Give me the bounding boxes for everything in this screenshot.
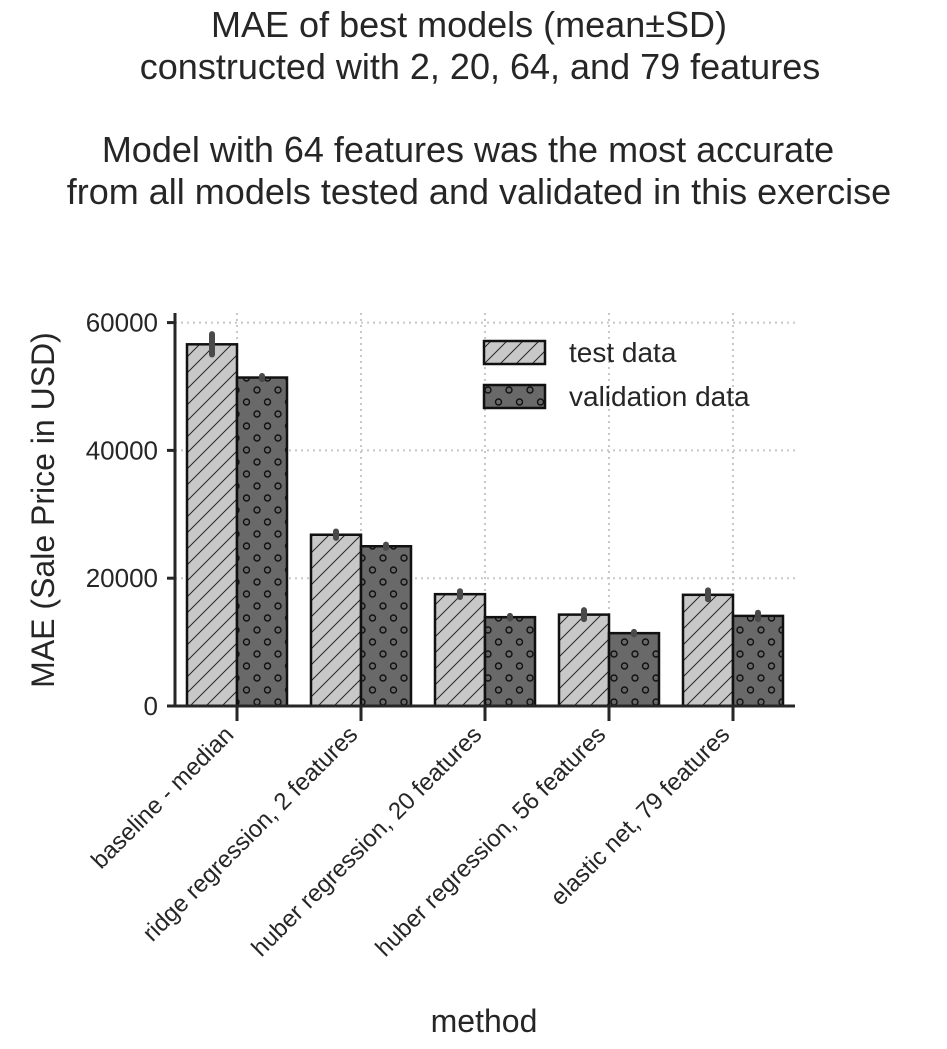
bar-test-data-elastic-net-79-features — [681, 593, 735, 708]
title-line-2: constructed with 2, 20, 64, and 79 featu… — [140, 46, 820, 87]
bar-test-data-huber-regression-20-features — [433, 592, 487, 708]
x-tick-label-huber-regression-56-features: huber regression, 56 features — [370, 721, 611, 962]
x-axis-label: method — [431, 1003, 538, 1039]
legend-swatch-test — [482, 339, 547, 366]
y-tick-label: 0 — [144, 691, 158, 721]
x-tick-label-huber-regression-20-features: huber regression, 20 features — [246, 721, 487, 962]
bar-validation-data-ridge-regression-2-features — [359, 544, 413, 708]
chart-title: MAE of best models (mean±SD) constructed… — [67, 4, 891, 212]
bar-validation-data-huber-regression-56-features — [607, 631, 661, 708]
title-line-5: from all models tested and validated in … — [67, 171, 891, 212]
legend-label-test: test data — [569, 337, 677, 368]
bar-test-data-huber-regression-56-features — [557, 613, 611, 708]
x-tick-label-ridge-regression-2-features: ridge regression, 2 features — [138, 721, 364, 947]
bar-validation-data-huber-regression-20-features — [483, 615, 537, 708]
y-tick-label: 20000 — [86, 563, 158, 593]
bar-test-data-baseline-median — [185, 343, 239, 708]
y-ticks: 0 20000 40000 60000 — [86, 308, 175, 721]
bar-validation-data-elastic-net-79-features — [731, 614, 785, 708]
bar-validation-data-baseline-median — [235, 376, 289, 708]
title-line-1: MAE of best models (mean±SD) — [211, 4, 727, 45]
bar-test-data-ridge-regression-2-features — [309, 533, 363, 708]
y-tick-label: 40000 — [86, 435, 158, 465]
legend-swatch-validation — [482, 383, 547, 410]
y-axis-label: MAE (Sale Price in USD) — [25, 332, 61, 688]
bars — [185, 343, 785, 708]
legend-label-validation: validation data — [569, 381, 750, 412]
title-line-4: Model with 64 features was the most accu… — [102, 129, 834, 170]
error-bars — [209, 331, 761, 638]
legend: test data validation data — [482, 337, 750, 412]
y-tick-label: 60000 — [86, 308, 158, 338]
